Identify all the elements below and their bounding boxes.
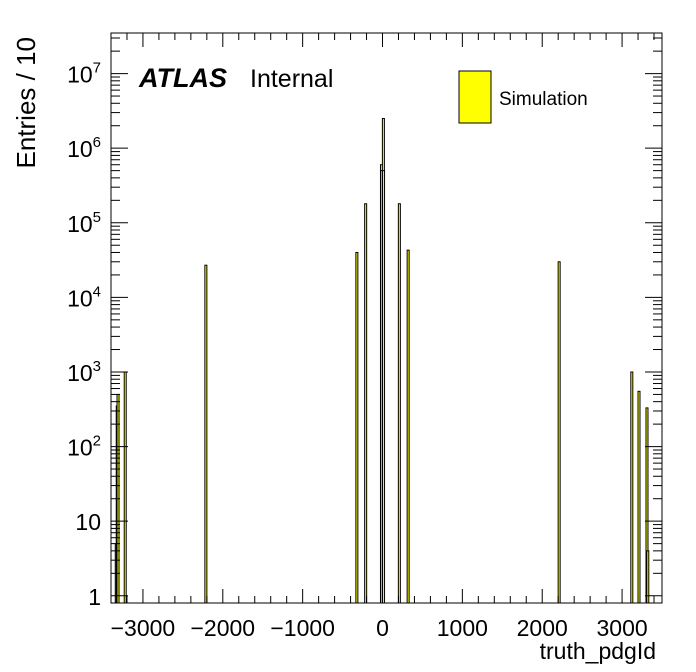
y-axis-tick-labels: 1 10 102 103 104 105 106 107 [67, 60, 101, 610]
legend: Simulation [458, 70, 588, 124]
histogram-bar [355, 251, 359, 604]
y-tick-label: 102 [67, 433, 101, 461]
histogram-bar [557, 261, 561, 604]
x-axis-label: truth_pdgId [540, 638, 656, 664]
y-axis-label: Entries / 10 [11, 37, 41, 169]
atlas-label-bold: ATLAS [138, 63, 227, 93]
x-axis-ticks [110, 33, 655, 603]
x-tick-label: −1000 [270, 615, 335, 641]
histogram-bar [406, 249, 410, 604]
y-tick-label: 1 [88, 584, 101, 610]
atlas-label: ATLAS Internal [138, 63, 333, 93]
y-tick-label: 105 [67, 209, 101, 237]
x-tick-label: −2000 [190, 615, 255, 641]
histogram-bar [123, 371, 127, 604]
histogram-bar [382, 170, 386, 604]
legend-swatch [458, 70, 492, 124]
x-tick-label: 2000 [517, 615, 568, 641]
histogram-bar [646, 550, 650, 604]
y-tick-label: 104 [67, 283, 101, 311]
y-tick-label: 103 [67, 358, 101, 386]
x-tick-label: 0 [376, 615, 389, 641]
histogram-bar [397, 203, 401, 604]
atlas-label-status: Internal [250, 65, 333, 93]
x-axis-tick-labels: −3000 −2000 −1000 0 1000 2000 3000 [111, 615, 648, 641]
x-tick-label: 1000 [437, 615, 488, 641]
histogram-bar [630, 371, 634, 604]
histogram-bar [364, 203, 368, 604]
legend-label: Simulation [499, 89, 588, 110]
x-tick-label: −3000 [111, 615, 176, 641]
x-tick-label: 3000 [596, 615, 647, 641]
y-tick-label: 107 [67, 60, 101, 88]
histogram-bar [204, 264, 208, 604]
histogram-bar [637, 390, 641, 604]
plot-frame [110, 32, 663, 604]
y-tick-label: 106 [67, 134, 101, 162]
histogram-bars [114, 117, 650, 604]
y-axis-ticks [111, 37, 662, 597]
y-tick-label: 10 [75, 509, 101, 535]
